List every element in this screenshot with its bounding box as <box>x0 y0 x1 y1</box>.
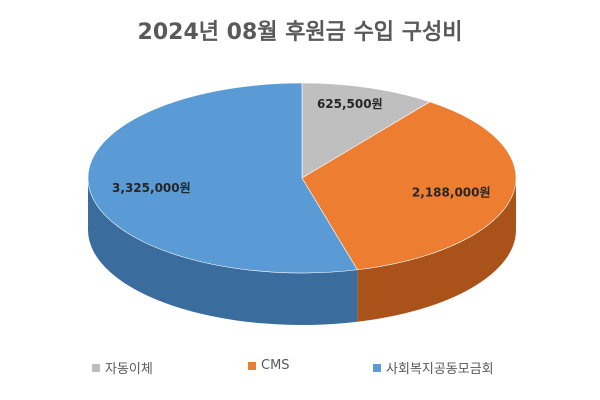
legend-swatch-community-chest <box>373 363 381 372</box>
legend-label-auto-transfer: 자동이체 <box>105 362 153 377</box>
pie-slice-auto-transfer <box>301 82 431 179</box>
legend-swatch-cms <box>248 361 256 370</box>
data-label-cms: 2,188,000원 <box>412 186 491 200</box>
legend: 자동이체 CMS 사회복지공동모금회 <box>0 358 600 378</box>
legend-item-auto-transfer: 자동이체 <box>92 358 153 377</box>
legend-label-cms: CMS <box>261 358 290 373</box>
data-label-community-chest: 3,325,000원 <box>112 181 191 195</box>
pie-side-community-chest <box>88 178 358 326</box>
pie-sides <box>88 178 516 326</box>
legend-item-cms: CMS <box>248 358 290 373</box>
data-labels: 625,500원 2,188,000원 3,325,000원 <box>112 97 490 200</box>
legend-item-community-chest: 사회복지공동모금회 <box>373 358 494 377</box>
pie-slice-community-chest <box>87 82 358 274</box>
pie-slice-cms <box>301 101 517 271</box>
legend-swatch-auto-transfer <box>92 363 100 372</box>
pie-side-cms <box>357 178 516 322</box>
chart-title: 2024년 08월 후원금 수입 구성비 <box>137 20 463 45</box>
legend-label-community-chest: 사회복지공동모금회 <box>386 362 494 377</box>
data-label-auto-transfer: 625,500원 <box>317 97 383 111</box>
pie-slices <box>87 82 517 274</box>
